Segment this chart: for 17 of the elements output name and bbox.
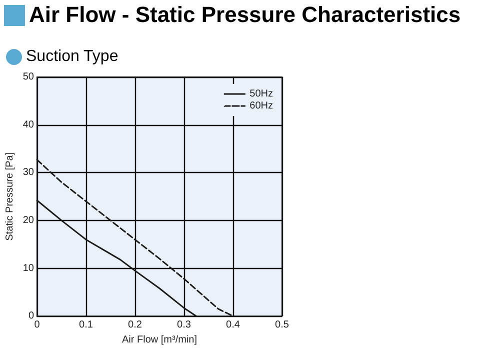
x-tick-label: 0.1 [79, 320, 94, 331]
y-tick-label: 30 [22, 167, 34, 178]
y-tick-label: 20 [22, 214, 34, 226]
y-tick-label: 10 [22, 262, 34, 274]
x-axis-title: Air Flow [m³/min] [122, 334, 198, 346]
legend-label: 60Hz [250, 100, 274, 112]
x-tick-label: 0.3 [177, 320, 192, 331]
x-tick-label: 0.4 [226, 320, 240, 331]
legend-label: 50Hz [250, 88, 274, 100]
x-tick-label: 0.2 [128, 320, 142, 331]
y-axis-title: Static Pressure [Pa] [4, 152, 16, 241]
y-tick-label: 50 [22, 72, 34, 82]
x-tick-label: 0.5 [275, 320, 290, 331]
y-tick-label: 40 [22, 119, 34, 130]
chart-title: Air Flow - Static Pressure Characteristics [29, 2, 461, 28]
y-tick-label: 0 [28, 310, 34, 322]
chart-subtitle: Suction Type [26, 48, 118, 66]
